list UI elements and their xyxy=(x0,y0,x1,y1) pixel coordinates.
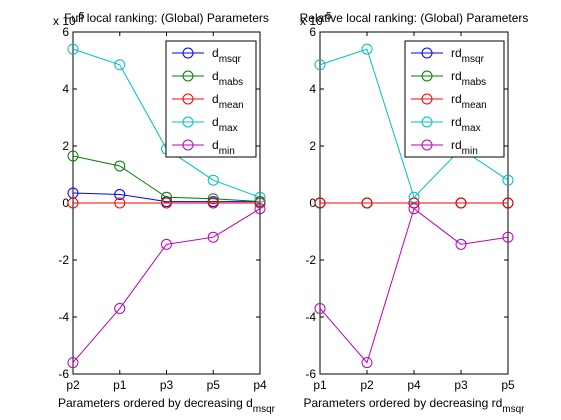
data-point-rd-mean xyxy=(361,197,373,209)
chart-title: Full local ranking: (Global) Parameters xyxy=(64,11,269,25)
legend-swatch-marker xyxy=(182,139,194,151)
legend-entry-label: dmax xyxy=(212,115,238,134)
data-point-rd-max xyxy=(314,59,326,71)
legend-entry-label: rdmean xyxy=(451,92,487,111)
y-tick-label: 4 xyxy=(309,82,316,96)
data-point-d-min xyxy=(161,238,172,250)
legend-entry-label: dmean xyxy=(212,92,244,111)
y-tick-label: 2 xyxy=(309,139,316,153)
x-tick-label: p3 xyxy=(454,378,468,392)
data-point-d-mean xyxy=(114,197,126,209)
y-tick-label: -4 xyxy=(58,310,69,324)
legend-swatch-marker xyxy=(421,93,433,105)
series-line-d-min xyxy=(72,208,261,363)
data-point-d-mabs xyxy=(207,193,219,205)
legend: dmsqr dmabs dmean dmax dmin xyxy=(165,40,257,158)
x-tick-label: p1 xyxy=(113,378,127,392)
legend-entry-label: dmsqr xyxy=(212,46,242,65)
legend-swatch-marker xyxy=(421,116,433,128)
y-tick-label: -4 xyxy=(305,310,316,324)
x-tick-label: p4 xyxy=(253,378,267,392)
y-tick-label: 6 xyxy=(309,25,316,39)
x-tick-label: p3 xyxy=(160,378,174,392)
legend-box xyxy=(404,40,505,158)
legend-entry-label: rdmsqr xyxy=(451,46,485,65)
legend-swatch-marker xyxy=(182,70,194,82)
y-exponent-label: x 10-5 xyxy=(300,11,332,28)
data-point-d-mean xyxy=(161,197,172,209)
data-point-d-min xyxy=(207,231,219,243)
legend-entry-label: rdmax xyxy=(451,115,481,134)
y-tick-label: -2 xyxy=(58,253,69,267)
y-tick-label: 6 xyxy=(62,25,69,39)
legend-swatch-marker xyxy=(182,93,194,105)
data-point-rd-min xyxy=(314,302,326,314)
series-line-d-msqr xyxy=(72,192,260,203)
x-tick-label: p4 xyxy=(407,378,421,392)
data-point-d-mabs xyxy=(114,160,126,172)
y-exponent-label: x 10-5 xyxy=(53,11,85,28)
x-tick-label: p2 xyxy=(360,378,374,392)
data-point-d-min xyxy=(254,203,266,215)
data-point-d-mabs xyxy=(67,150,79,162)
data-point-d-min xyxy=(67,357,79,369)
data-point-rd-max xyxy=(408,191,420,203)
data-point-d-mean xyxy=(67,197,79,209)
data-point-d-msqr xyxy=(114,188,126,200)
y-tick-label: -2 xyxy=(305,253,316,267)
legend-swatch-marker xyxy=(421,139,433,151)
data-point-rd-min xyxy=(361,357,373,369)
y-tick-label: 0 xyxy=(309,196,316,210)
chart-title: Relative local ranking: (Global) Paramet… xyxy=(300,11,529,25)
x-axis-label: Parameters ordered by decreasing dmsqr xyxy=(58,396,276,415)
data-point-d-mabs xyxy=(161,191,172,203)
data-point-rd-max xyxy=(361,43,373,55)
data-point-d-max xyxy=(207,174,219,186)
y-tick-label: 4 xyxy=(62,82,69,96)
legend-swatch-marker xyxy=(182,116,194,128)
x-tick-label: p1 xyxy=(313,378,327,392)
data-point-d-mean xyxy=(254,197,266,209)
x-axis-label: Parameters ordered by decreasing rdmsqr xyxy=(303,396,525,415)
legend-swatch-marker xyxy=(421,70,433,82)
data-point-d-max xyxy=(67,43,79,55)
legend-swatch-marker xyxy=(421,47,433,59)
legend-entry-label: dmin xyxy=(212,138,235,157)
y-tick-label: -6 xyxy=(58,367,69,381)
legend: rdmsqr rdmabs rdmean rdmax rdmin xyxy=(404,40,505,158)
legend-entry-label: rdmabs xyxy=(451,69,486,88)
x-tick-label: p5 xyxy=(501,378,515,392)
y-tick-label: 0 xyxy=(62,196,69,210)
series-line-d-mabs xyxy=(72,155,261,203)
data-point-d-max xyxy=(114,59,126,71)
data-point-rd-mean xyxy=(455,197,467,209)
data-point-d-min xyxy=(114,302,126,314)
y-tick-label: -6 xyxy=(305,367,316,381)
y-tick-label: 2 xyxy=(62,139,69,153)
data-point-rd-min xyxy=(455,238,467,250)
data-point-rd-max xyxy=(502,174,514,186)
legend-entry-label: dmabs xyxy=(212,69,243,88)
x-tick-label: p5 xyxy=(207,378,221,392)
series-line-rd-max xyxy=(319,48,509,199)
series-line-rd-min xyxy=(319,207,509,364)
data-point-d-max xyxy=(254,191,266,203)
data-point-d-mean xyxy=(207,197,219,209)
legend-swatch-marker xyxy=(182,47,194,59)
x-tick-label: p2 xyxy=(66,378,80,392)
data-point-rd-mean xyxy=(502,197,514,209)
data-point-rd-min xyxy=(408,203,420,215)
data-point-rd-mean xyxy=(314,197,326,209)
data-point-rd-min xyxy=(502,231,514,243)
legend-entry-label: rdmin xyxy=(451,138,478,157)
